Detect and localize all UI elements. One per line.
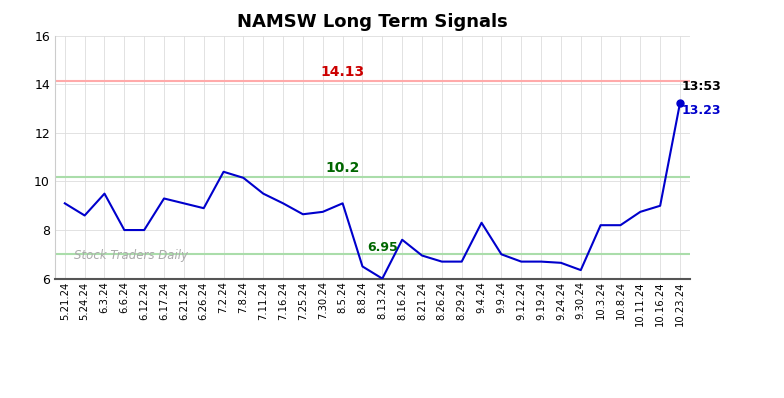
- Text: Stock Traders Daily: Stock Traders Daily: [74, 249, 188, 261]
- Text: 13.23: 13.23: [682, 104, 721, 117]
- Text: 10.2: 10.2: [325, 161, 360, 175]
- Title: NAMSW Long Term Signals: NAMSW Long Term Signals: [237, 14, 508, 31]
- Text: 14.13: 14.13: [321, 65, 365, 79]
- Text: 13:53: 13:53: [682, 80, 722, 94]
- Text: 6.95: 6.95: [367, 241, 397, 254]
